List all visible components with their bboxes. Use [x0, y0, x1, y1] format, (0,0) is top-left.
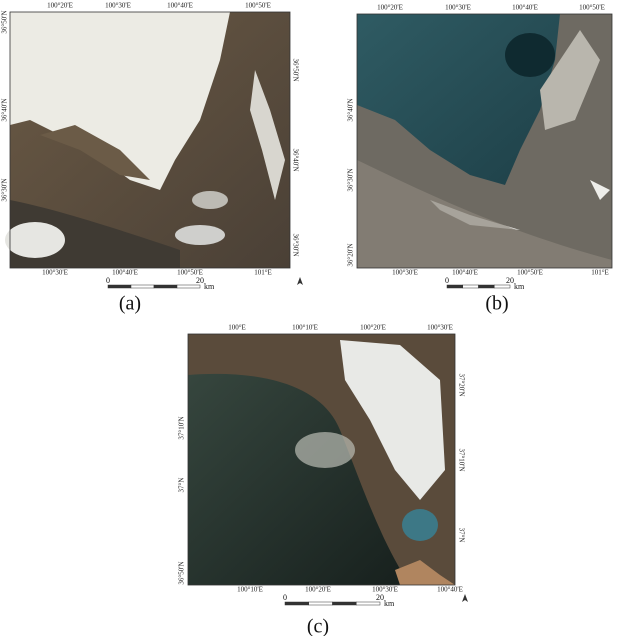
latitude-label: 37°N [178, 478, 186, 493]
longitude-label: 100°10'E [237, 586, 263, 594]
latitude-label: 36°20'N [347, 243, 355, 266]
scale-end: 20 [196, 276, 204, 285]
scale-start: 0 [106, 276, 110, 285]
longitude-label: 100°40'E [167, 2, 193, 10]
north-arrow [297, 277, 303, 285]
scale-bar-segment [108, 285, 131, 288]
longitude-label: 100°50'E [579, 4, 605, 12]
longitude-label: 100°40'E [452, 269, 478, 277]
latitude-label: 36°40'N [1, 98, 9, 121]
latitude-label: 37°N [457, 528, 465, 543]
scale-unit: km [384, 599, 395, 608]
latitude-label: 37°10'N [457, 448, 465, 471]
scale-bar-segment [356, 602, 380, 605]
scale-end: 20 [506, 276, 514, 285]
longitude-label: 100°30'E [445, 4, 471, 12]
longitude-label: 100°10'E [292, 324, 318, 332]
longitude-label: 100°30'E [427, 324, 453, 332]
longitude-label: 100°40'E [437, 586, 463, 594]
latitude-label: 36°30'N [291, 233, 299, 256]
scale-bar-segment [494, 285, 510, 288]
scale-start: 0 [445, 276, 449, 285]
scale-bar-segment [309, 602, 333, 605]
longitude-label: 100°40'E [512, 4, 538, 12]
scale-bar-segment [154, 285, 177, 288]
longitude-label: 100°20'E [360, 324, 386, 332]
scale-bar-segment [177, 285, 200, 288]
longitude-label: 100°20'E [305, 586, 331, 594]
latitude-label: 36°30'N [347, 168, 355, 191]
longitude-label: 100°20'E [47, 2, 73, 10]
scale-start: 0 [283, 593, 287, 602]
scale-bar-segment [131, 285, 154, 288]
scale-bar-segment [479, 285, 495, 288]
scale-bar-segment [447, 285, 463, 288]
caption: (a) [119, 293, 141, 315]
longitude-label: 100°50'E [517, 269, 543, 277]
longitude-label: 100°30'E [392, 269, 418, 277]
longitude-label: 100°50'E [245, 2, 271, 10]
latitude-label: 36°50'N [1, 10, 9, 33]
latitude-label: 37°20'N [457, 373, 465, 396]
satellite-image-c [188, 334, 455, 585]
scale-end: 20 [376, 593, 384, 602]
longitude-label: 100°E [228, 324, 246, 332]
latitude-label: 37°10'N [178, 416, 186, 439]
satellite-image-b [357, 14, 612, 268]
longitude-label: 101°E [254, 269, 272, 277]
latitude-label: 36°40'N [291, 148, 299, 171]
scale-unit: km [514, 282, 525, 291]
north-arrow [462, 594, 468, 602]
scale-bar-segment [333, 602, 357, 605]
longitude-label: 100°30'E [42, 269, 68, 277]
scale-unit: km [204, 282, 215, 291]
longitude-label: 100°40'E [112, 269, 138, 277]
longitude-label: 100°30'E [105, 2, 131, 10]
latitude-label: 36°40'N [347, 98, 355, 121]
longitude-label: 101°E [591, 269, 609, 277]
latitude-label: 36°30'N [1, 178, 9, 201]
scale-bar-segment [285, 602, 309, 605]
longitude-label: 100°20'E [377, 4, 403, 12]
latitude-label: 36°50'N [178, 561, 186, 584]
caption: (b) [485, 293, 508, 315]
satellite-image-a [5, 12, 290, 268]
caption: (c) [307, 616, 329, 636]
latitude-label: 36°50'N [291, 58, 299, 81]
scale-bar-segment [463, 285, 479, 288]
figure: 100°20'E 100°30'E 100°40'E 100°50'E 100°30'E… [0, 0, 617, 636]
